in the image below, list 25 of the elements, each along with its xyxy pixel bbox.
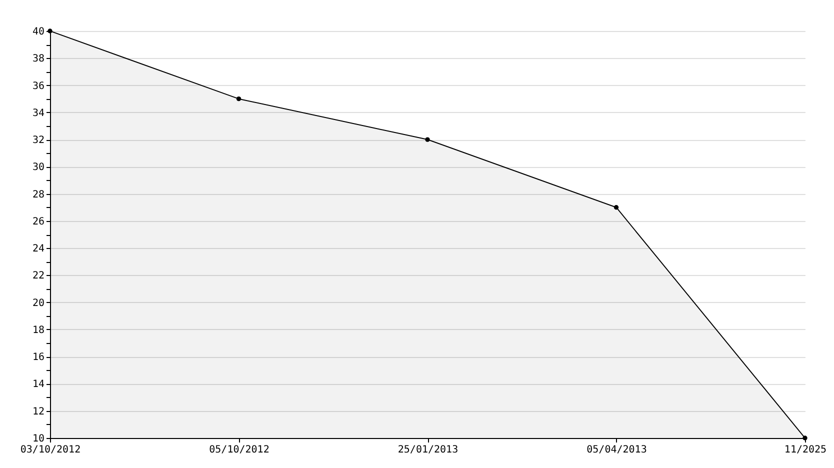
y-tick-label: 22 xyxy=(32,270,44,282)
y-tick-label: 28 xyxy=(32,189,44,200)
y-tick-label: 20 xyxy=(32,298,44,309)
y-tick-label: 32 xyxy=(32,135,44,146)
y-tick-label: 30 xyxy=(32,162,44,174)
y-tick-label: 12 xyxy=(32,406,44,418)
y-tick-label: 26 xyxy=(32,216,44,228)
y-tick-label: 38 xyxy=(32,54,44,65)
y-tick-label: 16 xyxy=(32,352,44,364)
y-tick-label: 14 xyxy=(32,379,44,390)
y-tick-label: 40 xyxy=(32,26,44,38)
x-tick-label: 05/04/2013 xyxy=(586,444,647,456)
point xyxy=(236,96,242,102)
x-tick-label: 05/10/2012 xyxy=(209,444,270,456)
x-tick-label: 25/01/2013 xyxy=(398,444,458,456)
y-tick-label: 10 xyxy=(32,434,44,444)
y-tick-label: 36 xyxy=(32,80,44,92)
point xyxy=(425,137,430,142)
x-tick-label: 11/2025 xyxy=(784,444,827,456)
x-tick-label: 03/10/2012 xyxy=(20,444,81,456)
point xyxy=(614,205,619,210)
y-tick-label: 18 xyxy=(32,324,44,336)
y-tick-label: 34 xyxy=(32,108,44,119)
point xyxy=(802,436,808,440)
y-tick-label: 24 xyxy=(32,244,44,255)
